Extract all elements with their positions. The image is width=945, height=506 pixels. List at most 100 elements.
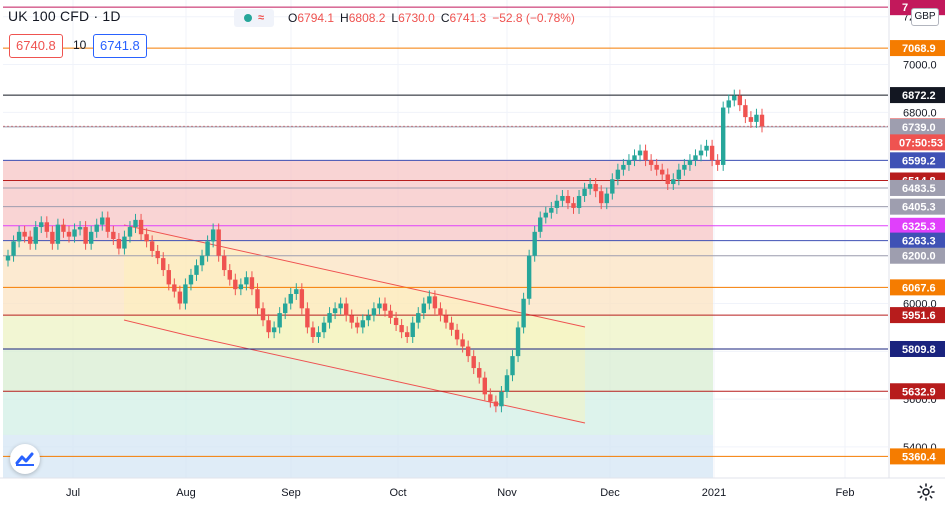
currency-button[interactable]: GBP bbox=[911, 8, 939, 26]
candle-body bbox=[61, 224, 66, 232]
level-price-tag bbox=[890, 198, 945, 215]
x-tick-label: Feb bbox=[836, 487, 855, 499]
candle-body bbox=[266, 320, 271, 333]
gear-icon[interactable] bbox=[916, 482, 936, 502]
candle-body bbox=[715, 160, 720, 165]
candle-body bbox=[732, 95, 737, 101]
channel-lower-line-left bbox=[123, 319, 187, 336]
candle-body bbox=[294, 289, 299, 294]
candle-body bbox=[720, 107, 726, 165]
candle-body bbox=[94, 224, 99, 232]
candle-body bbox=[88, 231, 94, 244]
candle-body bbox=[549, 207, 554, 213]
candle-body bbox=[576, 195, 582, 208]
candle-body bbox=[66, 231, 72, 237]
candle-body bbox=[443, 315, 449, 323]
candle-body bbox=[759, 114, 765, 127]
candle-body bbox=[665, 174, 670, 185]
candle-body bbox=[632, 155, 637, 161]
candle-body bbox=[72, 229, 77, 237]
channel-upper-line bbox=[123, 224, 586, 328]
countdown-tag bbox=[890, 134, 945, 151]
level-price-label: 6263.3 bbox=[902, 236, 936, 248]
candle-body bbox=[172, 284, 177, 292]
candle-body bbox=[161, 258, 166, 271]
candle-body bbox=[687, 160, 693, 165]
level-price-label: 6483.5 bbox=[902, 183, 936, 195]
candle-body bbox=[471, 356, 476, 369]
level-price-tag bbox=[890, 152, 945, 169]
candle-body bbox=[621, 164, 626, 170]
level-price-label: 7068.9 bbox=[902, 43, 936, 55]
fib-band bbox=[3, 315, 713, 349]
candle-body bbox=[166, 270, 171, 285]
level-price-label: 6599.2 bbox=[902, 155, 936, 167]
candle-body bbox=[233, 279, 238, 290]
candle-body bbox=[55, 224, 61, 244]
candle-body bbox=[33, 227, 38, 244]
candle-body bbox=[222, 255, 227, 271]
eye-icon[interactable] bbox=[243, 14, 252, 22]
candle-body bbox=[499, 391, 504, 407]
candle-body bbox=[477, 368, 482, 378]
level-price-tag bbox=[890, 247, 945, 264]
channel-fill bbox=[124, 225, 585, 423]
level-price-tag bbox=[890, 217, 945, 234]
candle-body bbox=[249, 277, 255, 290]
x-tick-label: Sep bbox=[281, 487, 301, 499]
candle-body bbox=[127, 227, 133, 237]
candle-body bbox=[726, 100, 731, 108]
candle-body bbox=[338, 303, 343, 309]
candle-body bbox=[510, 356, 515, 376]
candle-body bbox=[427, 296, 432, 304]
wave-icon[interactable]: ≈ bbox=[257, 12, 265, 24]
candle-body bbox=[360, 320, 366, 328]
chart-header: UK 100 CFD · 1D bbox=[8, 8, 121, 24]
symbol-title[interactable]: UK 100 CFD · 1D bbox=[8, 8, 121, 24]
candle-body bbox=[754, 114, 759, 122]
candle-body bbox=[238, 284, 244, 290]
tradingview-logo-icon[interactable] bbox=[10, 444, 40, 474]
candle-body bbox=[332, 308, 338, 314]
buy-price-button[interactable]: 6741.8 bbox=[93, 34, 147, 58]
high-value: 6808.2 bbox=[348, 11, 386, 25]
candle-body bbox=[188, 274, 194, 285]
x-tick-label: Nov bbox=[497, 487, 517, 499]
candle-body bbox=[50, 231, 55, 244]
channel-lower-line bbox=[185, 334, 586, 424]
candle-body bbox=[454, 329, 460, 340]
candle-body bbox=[277, 313, 282, 328]
candle-body bbox=[288, 293, 293, 304]
candle-body bbox=[543, 212, 548, 218]
fib-band bbox=[3, 240, 713, 316]
candle-body bbox=[676, 169, 682, 180]
candle-body bbox=[316, 332, 321, 337]
candle-body bbox=[155, 250, 160, 259]
candle-body bbox=[343, 303, 349, 316]
level-price-label: 6739.0 bbox=[902, 122, 936, 134]
candle-body bbox=[321, 322, 327, 333]
candle-body bbox=[671, 179, 676, 185]
indicator-toggle[interactable]: ≈ bbox=[234, 9, 274, 27]
sell-price-button[interactable]: 6740.8 bbox=[9, 34, 63, 58]
candle-body bbox=[626, 160, 632, 165]
candle-body bbox=[615, 169, 621, 180]
level-price-tag bbox=[890, 232, 945, 249]
level-price-label: 5360.4 bbox=[902, 451, 937, 463]
candle-body bbox=[177, 291, 183, 304]
countdown-label: 07:50:53 bbox=[899, 137, 943, 149]
x-tick-label: Jul bbox=[66, 487, 80, 499]
candle-body bbox=[105, 217, 110, 232]
level-price-label: 5951.6 bbox=[902, 310, 936, 322]
candle-body bbox=[460, 339, 465, 347]
close-value: 6741.3 bbox=[449, 11, 487, 25]
level-price-tag bbox=[890, 448, 945, 465]
candle-body bbox=[305, 308, 310, 328]
candle-body bbox=[438, 308, 443, 316]
candle-body bbox=[532, 231, 537, 256]
candle-body bbox=[449, 322, 454, 330]
candle-body bbox=[410, 322, 415, 337]
level-price-label: 5809.8 bbox=[902, 344, 936, 356]
